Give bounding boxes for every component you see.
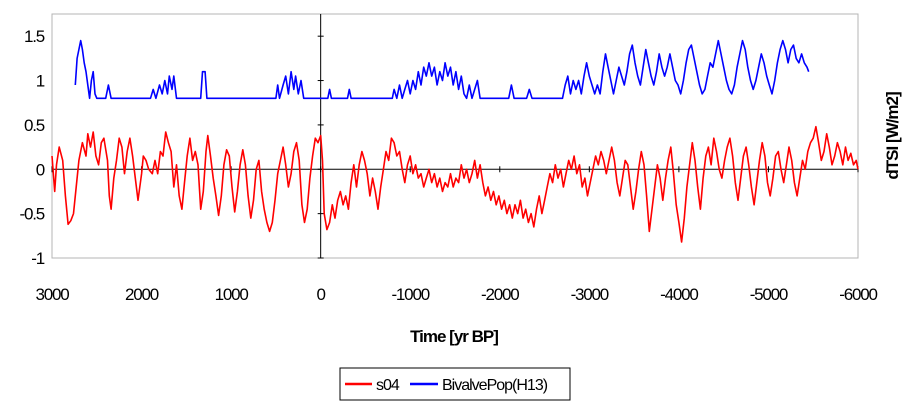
legend-label-bivalvepop: BivalvePop(H13) (442, 377, 548, 394)
x-tick-label: 3000 (35, 285, 69, 304)
x-axis-title: Time [yr BP] (410, 327, 498, 346)
x-tick-label: -6000 (839, 285, 877, 304)
x-tick-label: -5000 (750, 285, 788, 304)
y-axis-title: dTSI [W/m2] (883, 92, 902, 180)
y-tick-label: 0.5 (24, 116, 45, 135)
y-tick-label: -1 (31, 249, 44, 268)
legend: s04 BivalvePop(H13) (339, 367, 571, 401)
y-tick-label: -0.5 (20, 205, 45, 224)
y-tick-label: 1 (36, 72, 45, 91)
x-tick-label: -4000 (660, 285, 698, 304)
x-tick-label: -2000 (481, 285, 519, 304)
x-ticks: 3000 2000 1000 0 -1000 -2000 -3000 -4000 -5000 -6… (35, 166, 879, 304)
legend-label-s04: s04 (376, 377, 400, 394)
y-tick-label: 0 (36, 160, 45, 179)
series-line-s04 (51, 125, 859, 243)
x-tick-label: 2000 (125, 285, 159, 304)
x-tick-label: -3000 (571, 285, 609, 304)
x-tick-label: 1000 (215, 285, 249, 304)
legend-box (339, 367, 571, 401)
plot-area (51, 13, 859, 259)
x-tick-label: -1000 (391, 285, 429, 304)
x-tick-label: 0 (317, 285, 326, 304)
series-group (51, 39, 859, 243)
y-tick-label: 1.5 (24, 27, 45, 46)
series-line-bivalvepop-h13 (74, 39, 810, 100)
y-ticks: 1.5 1 0.5 0 -0.5 -1 (20, 27, 324, 268)
